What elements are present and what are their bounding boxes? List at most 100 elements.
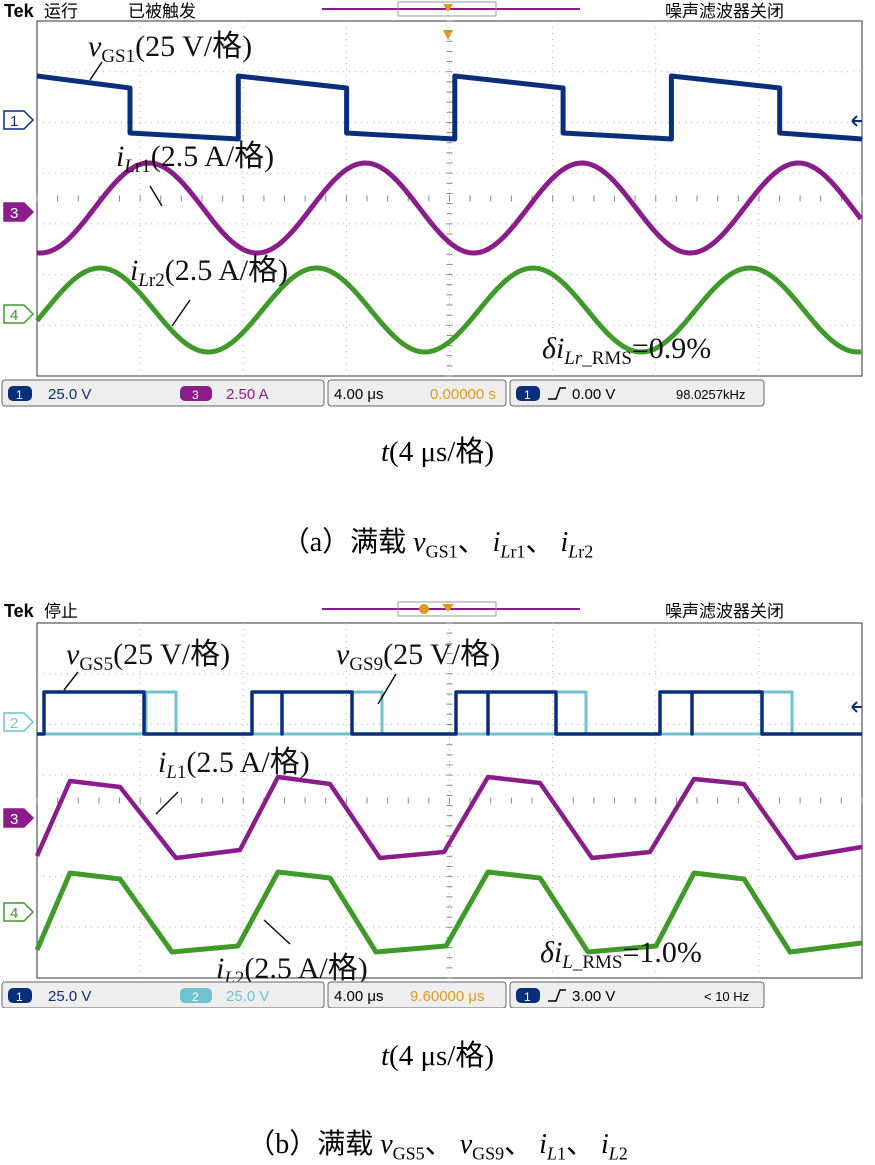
- scope-a-svg: Tek 运行 已被触发 噪声滤波器关闭 1 3 4 vGS1(25 V/格) iLr…: [1, 1, 863, 407]
- waveforms: [34, 690, 863, 955]
- ch3-badge-label: 3: [192, 388, 199, 402]
- waveform-vgs1: [36, 73, 863, 142]
- ch1-badge-label: 1: [16, 388, 23, 402]
- vertical-scale-box: [1, 981, 325, 1008]
- ch1-badge: [8, 386, 32, 401]
- leader-ilr1: [149, 185, 163, 207]
- trigger-marker-icon: [443, 30, 453, 40]
- channel-4-marker-label: 4: [10, 905, 18, 922]
- record-window: [397, 1, 497, 17]
- graticule-grid: [36, 622, 863, 979]
- trigger-level-arrow-icon: [851, 701, 862, 713]
- record-position-icon: [419, 604, 429, 614]
- ch3-badge: [180, 386, 212, 401]
- leader-vgs9: [377, 673, 397, 705]
- trigger-frequency: 98.0257kHz: [676, 387, 745, 402]
- annotations: vGS5(25 V/格) vGS9(25 V/格) iL1(2.5 A/格) i…: [63, 638, 702, 989]
- waveform-ilr1: [36, 160, 863, 256]
- leader-ilr2: [171, 299, 191, 327]
- waveform-ilr2: [35, 265, 862, 355]
- rising-edge-icon: [548, 387, 566, 400]
- label-vgs5: vGS5(25 V/格): [66, 638, 230, 675]
- leader-vgs1: [89, 61, 103, 81]
- channel-3-marker-label: 3: [10, 205, 18, 222]
- channel-1-marker: [3, 110, 35, 130]
- x-axis-label-a: t(4 μs/格): [380, 436, 495, 468]
- label-vgs9: vGS9(25 V/格): [336, 638, 500, 675]
- channel-3-marker: [3, 808, 35, 828]
- label-ilr2: iLr2(2.5 A/格): [130, 254, 288, 291]
- trig-ch-label: 1: [524, 990, 531, 1004]
- ch2-badge-label: 2: [192, 990, 199, 1004]
- tek-brand: Tek: [4, 601, 35, 621]
- rising-edge-icon: [548, 989, 566, 1002]
- waveform-il2: [34, 869, 863, 955]
- ch1-badge-label: 1: [16, 990, 23, 1004]
- metric-ripple-a: δiLr_RMS=0.9%: [542, 332, 711, 369]
- status-bar: 1 25.0 V 3 2.50 A 4.00 μs 0.00000 s 1 0.…: [1, 379, 765, 407]
- ch2-scale: 25.0 V: [226, 988, 269, 1005]
- label-il1: iL1(2.5 A/格): [158, 746, 310, 783]
- record-window: [397, 601, 497, 617]
- run-state: 运行: [44, 2, 78, 21]
- trigger-level-arrow-icon: [851, 115, 862, 127]
- oscilloscope-screen-a: Tek 运行 已被触发 噪声滤波器关闭 1 3 4 vGS1(25 V/格) iLr…: [0, 0, 875, 408]
- leader-il1: [155, 791, 179, 815]
- trigger-box: [509, 981, 765, 1008]
- channel-2-marker-label: 2: [10, 715, 18, 732]
- caption-b: （b）满载 vGS5、 vGS9、 iL1、 iL2: [247, 1129, 628, 1164]
- horizontal-position: 9.60000 μs: [410, 988, 485, 1005]
- graticule-grid: [36, 20, 863, 377]
- waveform-vgs9: [37, 690, 862, 736]
- ch1-badge: [8, 988, 32, 1003]
- trigger-box: [509, 379, 765, 407]
- waveforms: [35, 73, 863, 355]
- label-ilr1: iLr1(2.5 A/格): [116, 140, 274, 177]
- channel-2-marker: [3, 712, 35, 732]
- channel-markers: 2 3 4: [3, 712, 35, 922]
- horizontal-position: 0.00000 s: [430, 386, 496, 403]
- timebase: 4.00 μs: [334, 988, 384, 1005]
- noise-filter-status: 噪声滤波器关闭: [665, 2, 784, 21]
- timebase-box: [327, 981, 507, 1008]
- timebase: 4.00 μs: [334, 386, 384, 403]
- ch3-scale: 2.50 A: [226, 386, 269, 403]
- trigger-level: 0.00 V: [572, 386, 615, 403]
- annotations: vGS1(25 V/格) iLr1(2.5 A/格) iLr2(2.5 A/格)…: [88, 30, 711, 369]
- run-state: 停止: [44, 602, 78, 621]
- ch1-scale: 25.0 V: [48, 386, 91, 403]
- tek-brand: Tek: [4, 1, 35, 21]
- caption-a: （a）满载 vGS1、 iLr1、 iLr2: [281, 527, 594, 562]
- ch2-badge: [180, 988, 212, 1003]
- timebase-box: [327, 379, 507, 407]
- trig-ch-badge: [516, 988, 540, 1003]
- metric-ripple-b: δiL_RMS=1.0%: [540, 936, 702, 973]
- leader-il2: [263, 919, 291, 945]
- waveform-il1: [34, 774, 863, 861]
- oscilloscope-screen-b: Tek 停止 噪声滤波器关闭 2 3 4 vGS5(25 V/格) vGS9(25 …: [0, 600, 875, 1008]
- channel-4-marker-label: 4: [10, 307, 18, 324]
- vertical-scale-box: [1, 379, 325, 407]
- channel-1-marker-label: 1: [10, 113, 18, 130]
- trig-ch-label: 1: [524, 388, 531, 402]
- label-il2: iL2(2.5 A/格): [216, 952, 368, 989]
- label-vgs1: vGS1(25 V/格): [88, 30, 252, 67]
- trigger-state: 已被触发: [128, 2, 196, 21]
- noise-filter-status: 噪声滤波器关闭: [665, 602, 784, 621]
- trigger-position-icon: [443, 4, 453, 12]
- trigger-position-icon: [442, 604, 454, 612]
- ch1-scale: 25.0 V: [48, 988, 91, 1005]
- channel-3-marker-label: 3: [10, 811, 18, 828]
- channel-4-marker: [3, 902, 35, 922]
- leader-vgs5: [63, 671, 79, 691]
- trigger-level: 3.00 V: [572, 988, 615, 1005]
- x-axis-label-b: t(4 μs/格): [380, 1040, 495, 1072]
- trigger-frequency: < 10 Hz: [704, 989, 749, 1004]
- waveform-vgs5: [37, 690, 862, 736]
- status-bar: 1 25.0 V 2 25.0 V 4.00 μs 9.60000 μs 1 3…: [1, 981, 765, 1008]
- scope-b-svg: Tek 停止 噪声滤波器关闭 2 3 4 vGS5(25 V/格) vGS9(25 …: [1, 601, 863, 1008]
- channel-markers: 1 3 4: [3, 110, 35, 324]
- trig-ch-badge: [516, 386, 540, 401]
- channel-4-marker: [3, 304, 35, 324]
- channel-3-marker: [3, 202, 35, 222]
